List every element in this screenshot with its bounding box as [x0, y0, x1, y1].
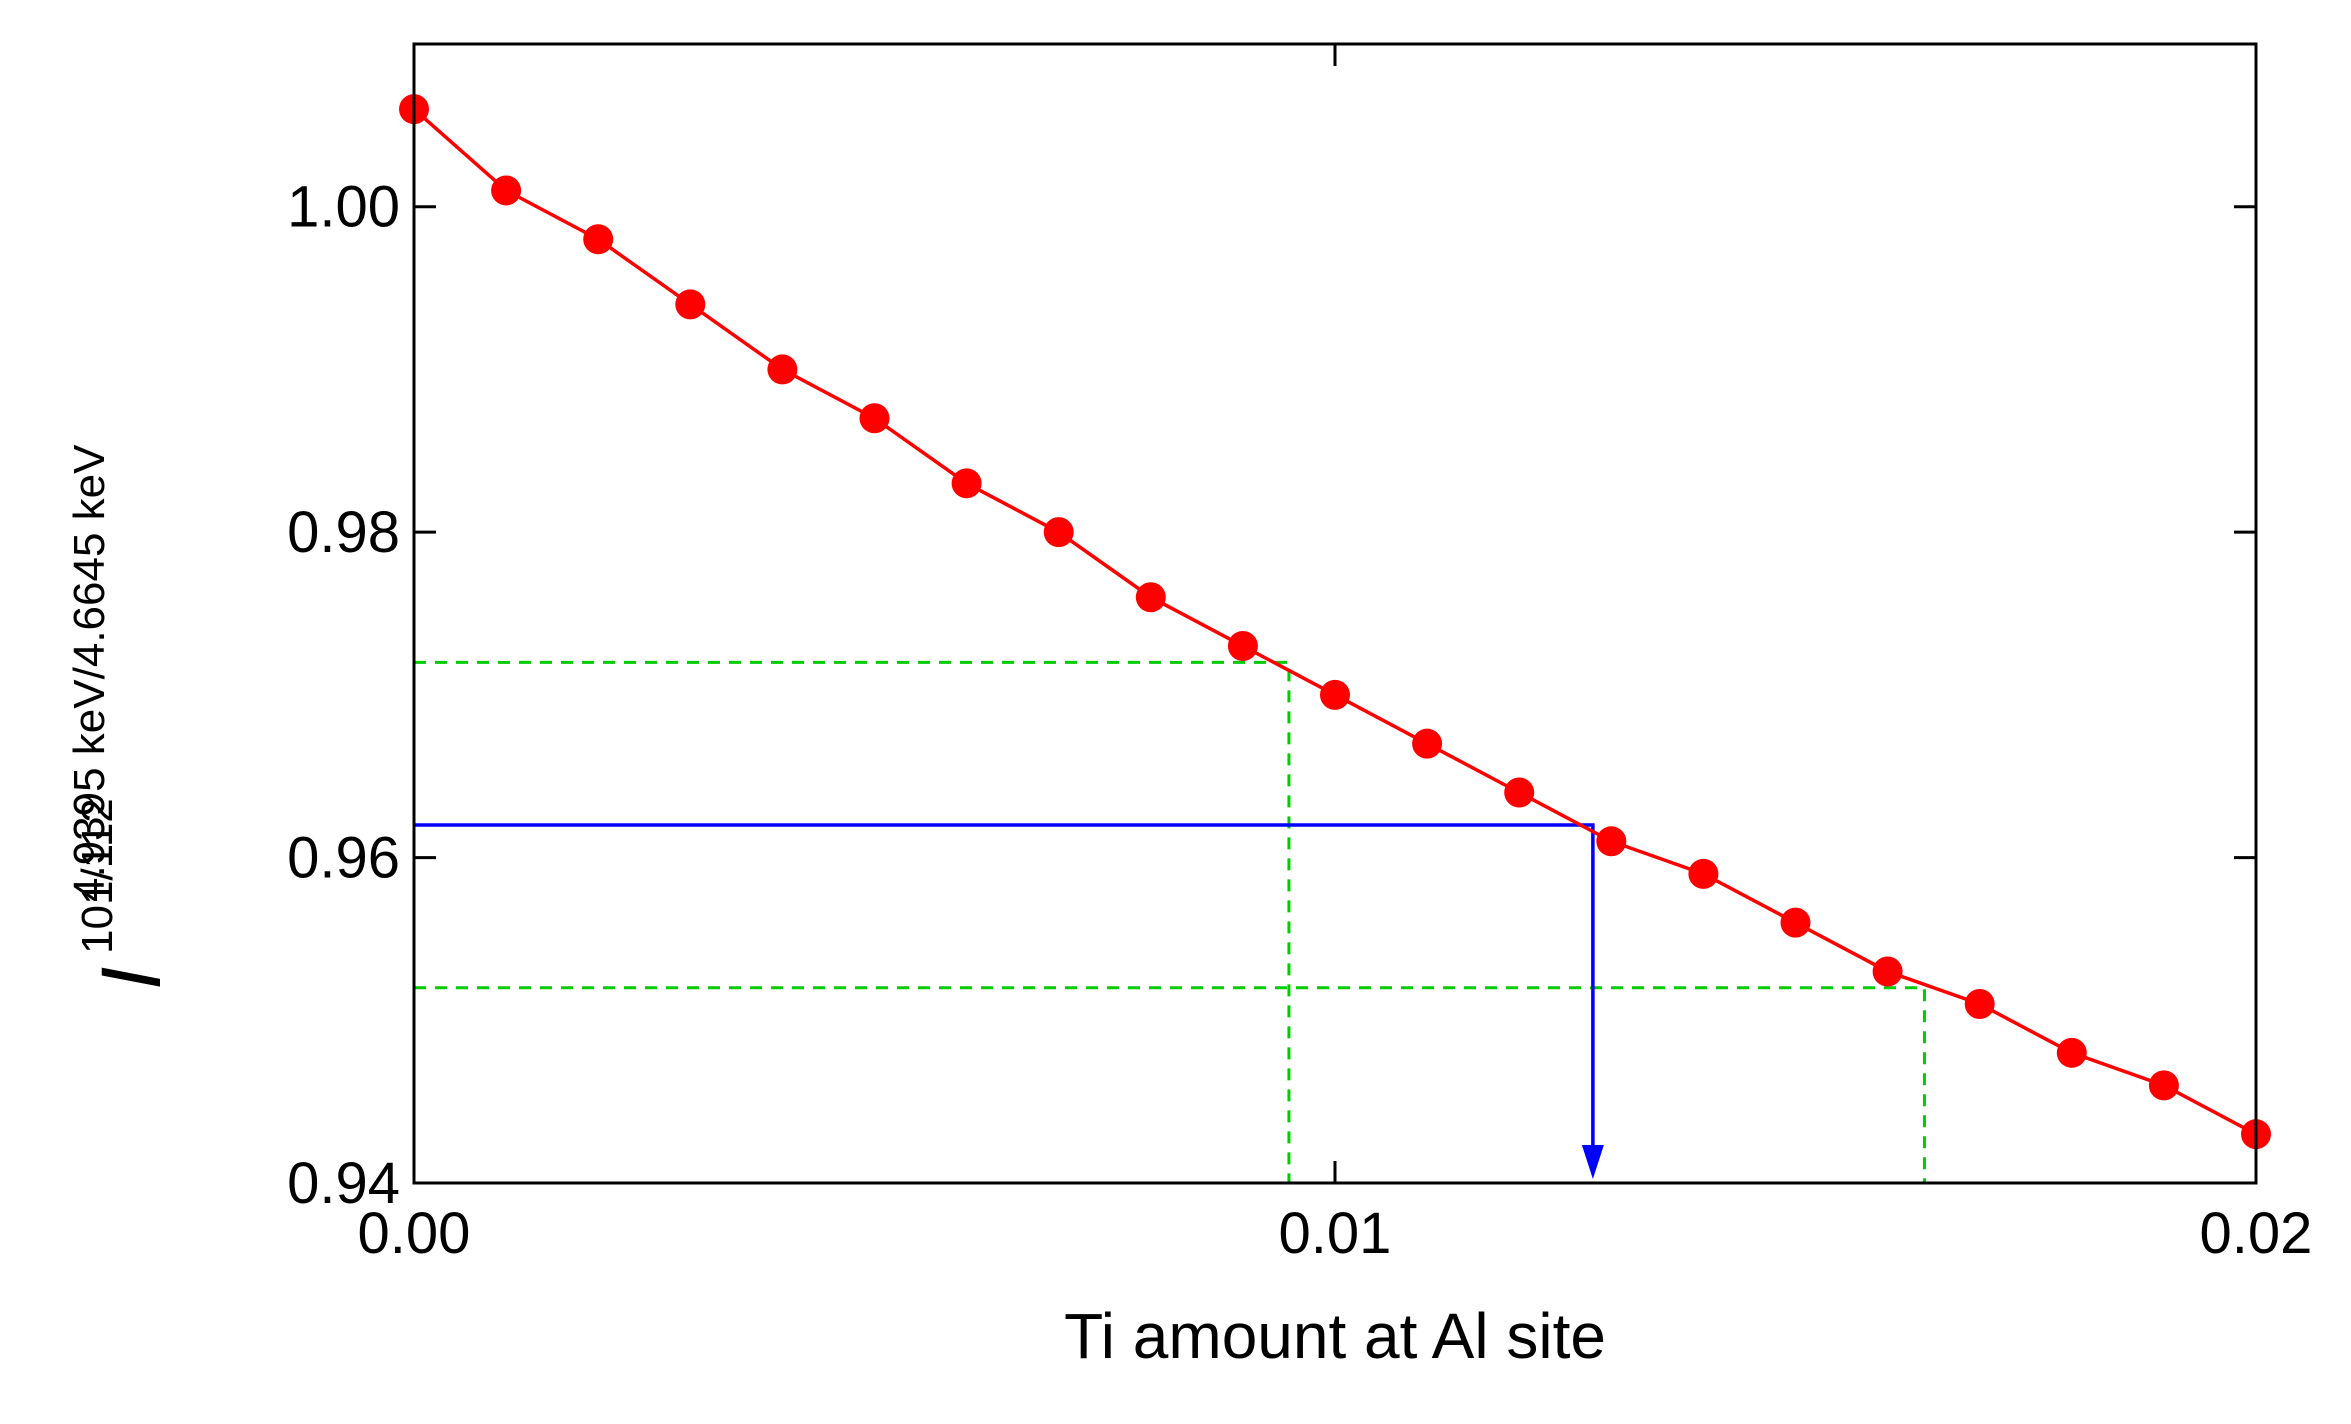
data-point	[1596, 826, 1627, 857]
series-line	[412, 107, 2257, 1136]
data-point	[491, 175, 522, 206]
data-point	[675, 289, 706, 320]
x-tick-label: 0.02	[2200, 1201, 2313, 1266]
data-point	[2148, 1070, 2179, 1101]
data-point	[1688, 858, 1719, 889]
data-point	[1412, 728, 1443, 759]
y-axis-subscript: 4.9395 keV/4.6645 keV	[65, 444, 114, 902]
x-tick-label: 0.01	[1279, 1201, 1392, 1266]
data-series	[399, 94, 2271, 1150]
y-tick-label: 0.96	[287, 826, 400, 891]
y-axis-title: I 101/112 4.9395 keV/4.6645 keV	[65, 444, 178, 990]
y-tick-label: 1.00	[287, 175, 400, 240]
data-point	[1780, 907, 1811, 938]
data-point	[1320, 679, 1350, 710]
data-point	[859, 403, 890, 434]
data-point	[583, 224, 614, 255]
y-axis-symbol: I	[84, 967, 178, 990]
data-point	[1964, 989, 1995, 1020]
data-point	[2056, 1037, 2087, 1068]
data-point	[1135, 582, 1166, 613]
axis-ticks	[412, 44, 2258, 1185]
dashed-guide-line	[414, 660, 1291, 1183]
y-axis-superscript: 101/112	[73, 798, 122, 954]
x-tick-label: 0.00	[358, 1201, 471, 1266]
data-point	[1872, 956, 1903, 987]
tick-labels: 0.00 0.01 0.02 0.94 0.96 0.98 1.00	[287, 175, 2312, 1266]
data-point	[767, 354, 798, 385]
x-axis-title: Ti amount at Al site	[1064, 1300, 1606, 1372]
data-point	[1227, 631, 1258, 662]
y-tick-label: 0.94	[287, 1151, 400, 1216]
y-tick-label: 0.98	[287, 500, 400, 565]
arrow-guide-line	[414, 823, 1595, 1147]
data-point	[1043, 517, 1074, 548]
guide-lines	[414, 660, 1926, 1183]
data-point	[951, 468, 982, 499]
arrow-head	[1581, 1145, 1604, 1179]
data-point	[1504, 777, 1535, 808]
dashed-guide-line	[414, 986, 1926, 1183]
